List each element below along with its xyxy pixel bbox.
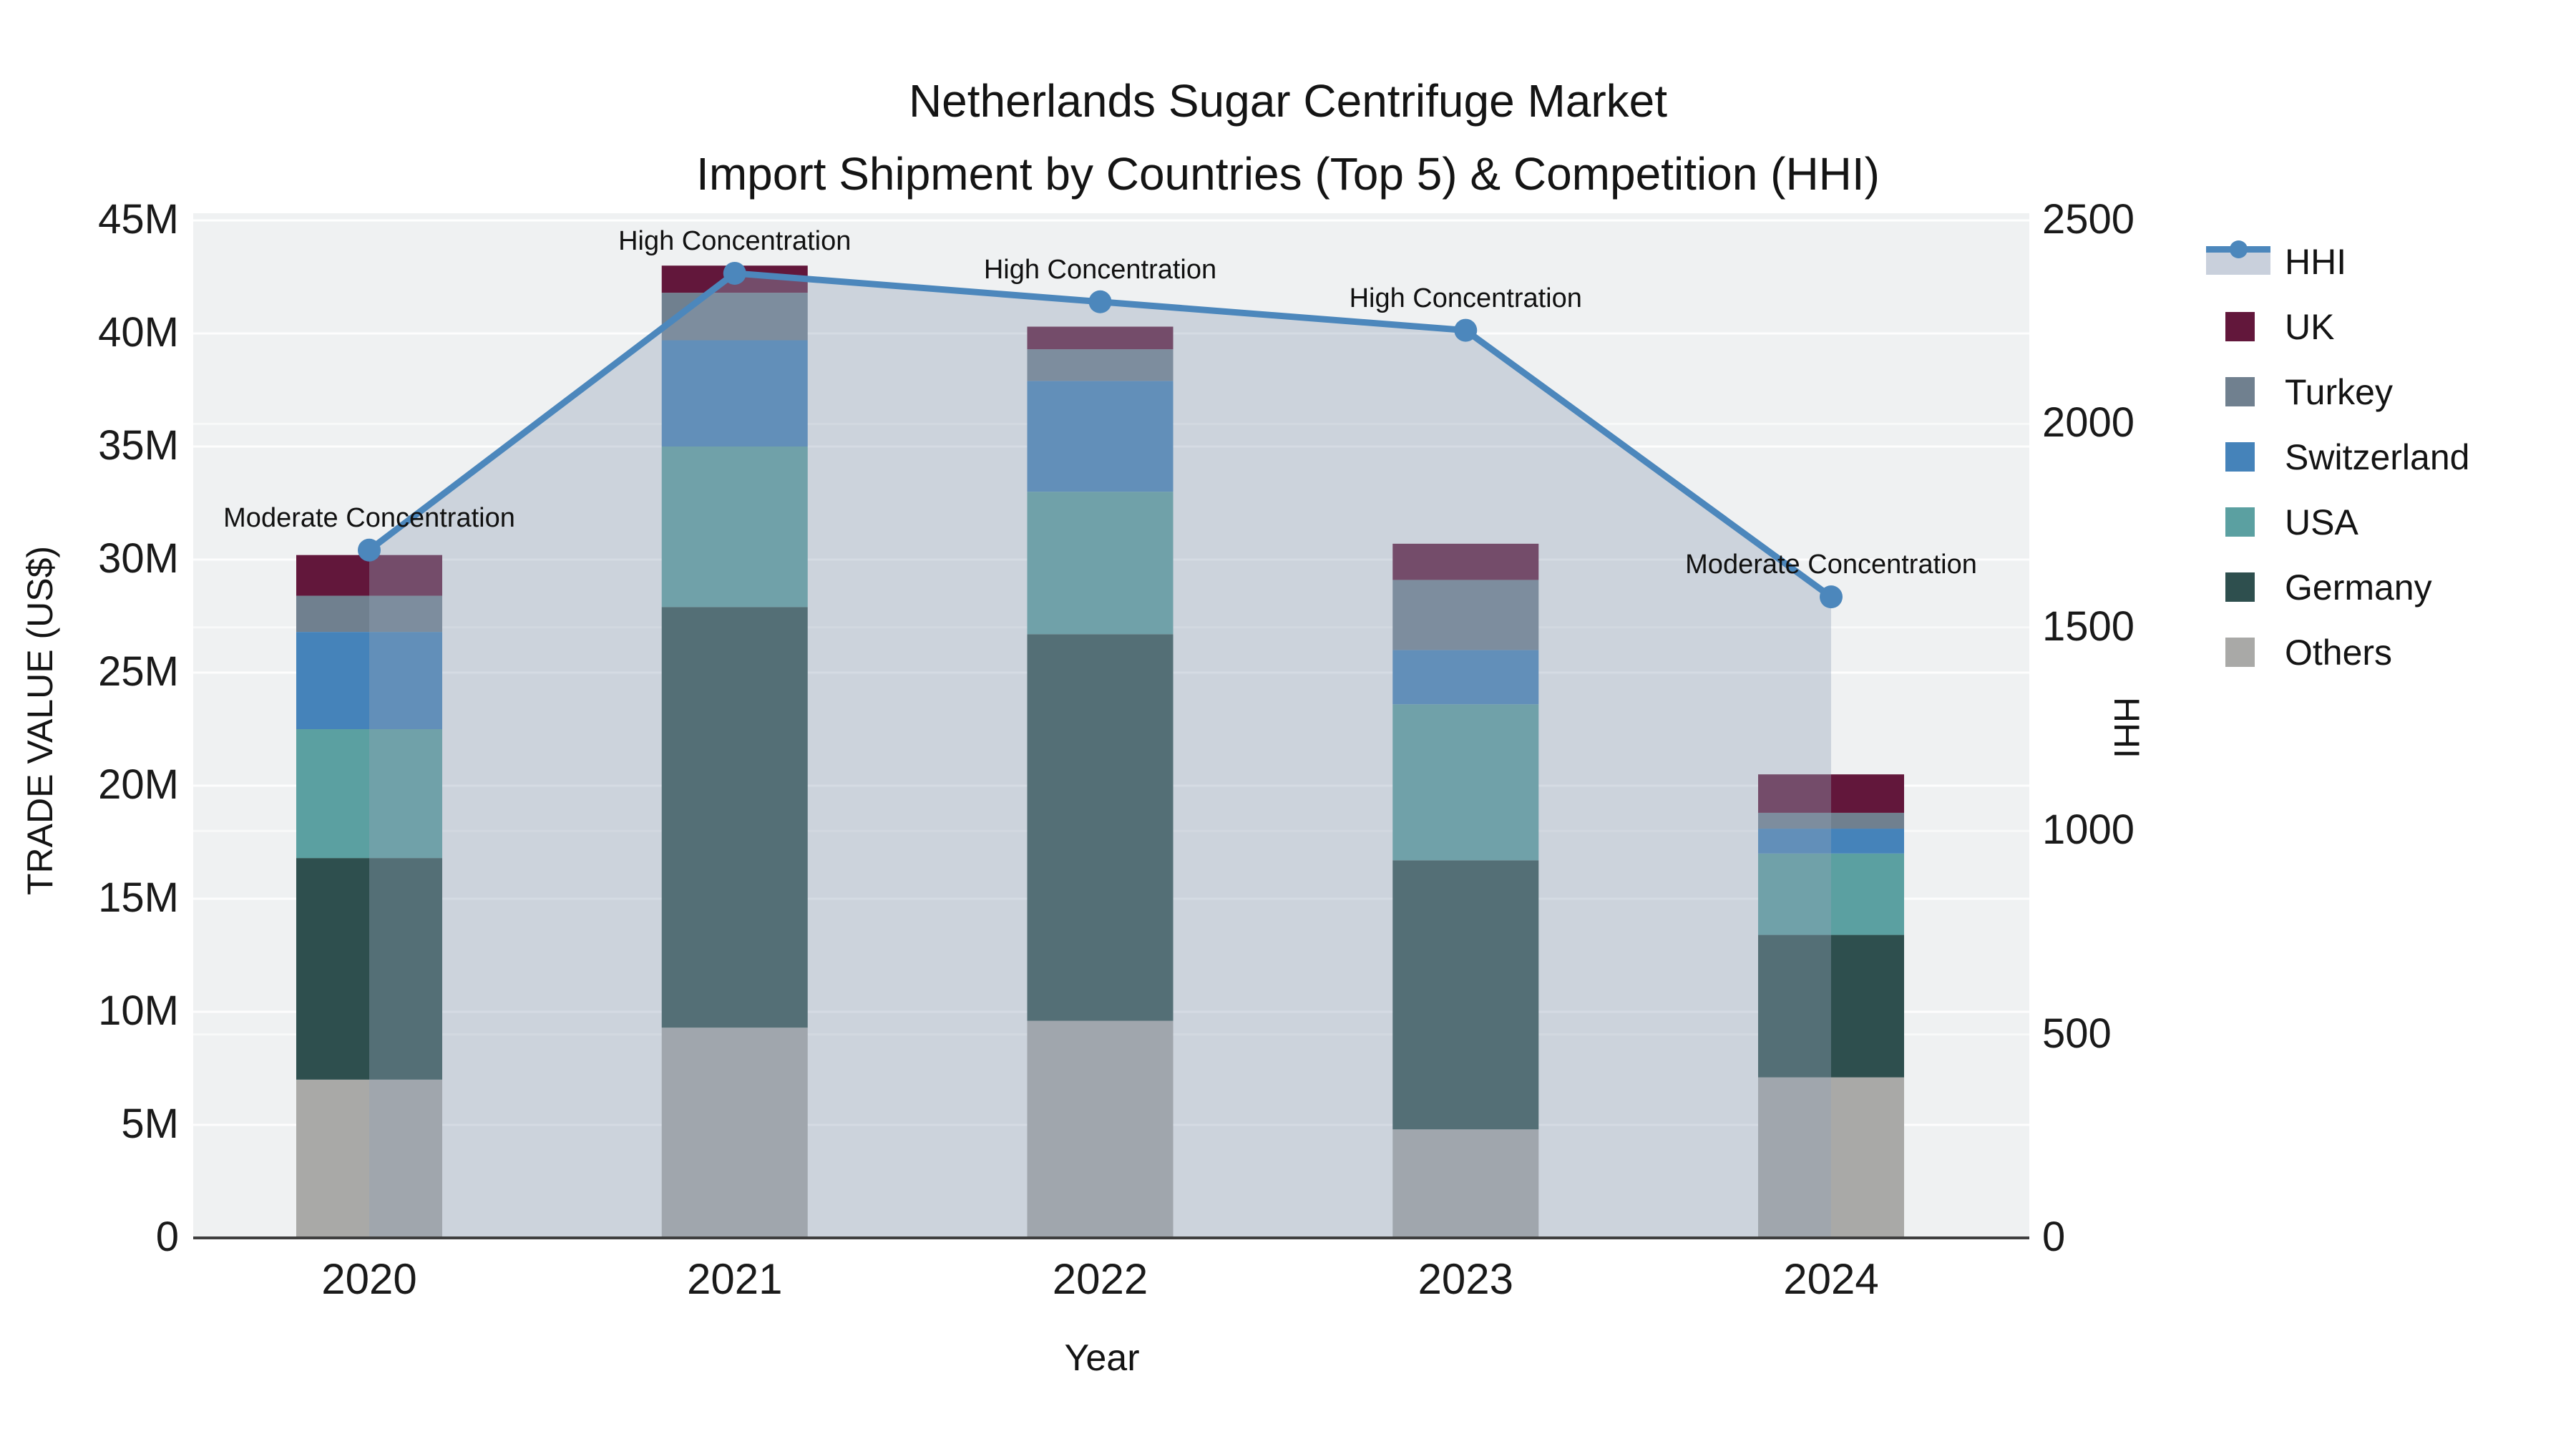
bar-segment-usa-2021[interactable] [661,447,808,608]
x-tick-2021: 2021 [687,1255,783,1303]
legend-item-uk[interactable]: UK [2206,294,2469,359]
annotation-2024: Moderate Concentration [1685,550,1977,580]
y-right-tick-1000: 1000 [2042,806,2135,854]
annotation-2023: High Concentration [1349,283,1582,313]
bar-segment-switzerland-2024[interactable] [1758,829,1904,854]
bar-segment-turkey-2024[interactable] [1758,812,1904,829]
annotation-2022: High Concentration [983,254,1217,285]
x-axis-line [193,1236,2029,1239]
bar-segment-uk-2020[interactable] [296,555,442,596]
y-left-tick-30M: 30M [98,535,179,582]
y-right-tick-0: 0 [2042,1214,2066,1260]
y-left-tick-40M: 40M [98,309,179,356]
y-right-tick-2500: 2500 [2042,196,2135,243]
bar-segment-switzerland-2020[interactable] [296,632,442,729]
bar-segment-others-2020[interactable] [296,1079,442,1238]
bar-segment-others-2022[interactable] [1027,1020,1174,1238]
y-left-tick-35M: 35M [98,422,179,469]
bar-2022[interactable] [1027,326,1174,1238]
bar-segment-usa-2024[interactable] [1758,853,1904,935]
legend: HHI UK Turkey Switzerland USA Germany Ot… [2206,229,2469,685]
bar-segment-germany-2023[interactable] [1392,860,1539,1130]
y-left-tick-25M: 25M [98,648,179,695]
legend-item-usa[interactable]: USA [2206,489,2469,555]
x-tick-2022: 2022 [1052,1255,1148,1303]
y-right-tick-500: 500 [2042,1010,2112,1057]
legend-label: Switzerland [2285,436,2470,477]
legend-item-hhi[interactable]: HHI [2206,229,2469,294]
annotation-2021: High Concentration [618,225,852,256]
turkey-swatch-icon [2225,377,2255,406]
bar-segment-switzerland-2021[interactable] [661,340,808,447]
x-tick-2023: 2023 [1418,1255,1513,1303]
hhi-line-sample-icon [2206,240,2270,275]
usa-swatch-icon [2225,507,2255,537]
legend-label: HHI [2285,241,2347,282]
bar-segment-usa-2023[interactable] [1392,704,1539,861]
legend-label: Germany [2285,567,2432,608]
x-tick-2020: 2020 [321,1255,417,1303]
bar-segment-germany-2020[interactable] [296,858,442,1080]
y-left-tick-10M: 10M [98,987,179,1034]
bar-2024[interactable] [1758,774,1904,1238]
bar-segment-uk-2023[interactable] [1392,543,1539,580]
hhi-marker-2020[interactable] [358,538,381,562]
x-axis-title: Year [1064,1337,1140,1379]
bar-segment-switzerland-2023[interactable] [1392,650,1539,705]
bar-segment-switzerland-2022[interactable] [1027,381,1174,492]
legend-item-others[interactable]: Others [2206,620,2469,685]
hhi-marker-icon [2230,240,2248,258]
chart-title-line2: Import Shipment by Countries (Top 5) & C… [696,148,1880,200]
annotation-2020: Moderate Concentration [223,502,515,533]
legend-item-turkey[interactable]: Turkey [2206,359,2469,424]
legend-label: UK [2285,306,2335,347]
y-left-tick-0: 0 [155,1214,179,1260]
hhi-line-series [358,261,1843,609]
legend-label: Turkey [2285,371,2393,412]
uk-swatch-icon [2225,312,2255,341]
y-left-tick-15M: 15M [98,874,179,921]
chart-title-line1: Netherlands Sugar Centrifuge Market [908,75,1668,127]
germany-swatch-icon [2225,572,2255,602]
y-right-tick-1500: 1500 [2042,602,2135,650]
y-left-tick-20M: 20M [98,761,179,808]
bar-segment-others-2024[interactable] [1758,1077,1904,1238]
hhi-marker-2022[interactable] [1088,290,1112,313]
bar-2020[interactable] [296,555,442,1238]
bar-segment-turkey-2021[interactable] [661,293,808,341]
legend-item-germany[interactable]: Germany [2206,555,2469,620]
bar-2021[interactable] [661,265,808,1238]
switzerland-swatch-icon [2225,442,2255,472]
hhi-area-fill [369,273,1831,1239]
others-swatch-icon [2225,638,2255,667]
y-left-tick-45M: 45M [98,196,179,243]
y-left-tick-5M: 5M [121,1101,179,1147]
bar-segment-usa-2022[interactable] [1027,492,1174,635]
bar-segment-turkey-2020[interactable] [296,595,442,633]
bar-segment-usa-2020[interactable] [296,729,442,859]
hhi-marker-2024[interactable] [1820,585,1843,609]
hhi-marker-2023[interactable] [1454,318,1478,342]
y-axis-left-title: TRADE VALUE (US$) [20,545,60,896]
x-tick-2024: 2024 [1783,1255,1879,1303]
bar-2023[interactable] [1392,543,1539,1238]
bar-segment-others-2023[interactable] [1392,1129,1539,1238]
bar-segment-turkey-2022[interactable] [1027,349,1174,381]
bar-segment-germany-2022[interactable] [1027,634,1174,1021]
hhi-marker-2021[interactable] [723,261,746,285]
bar-segment-germany-2024[interactable] [1758,935,1904,1078]
bar-segment-others-2021[interactable] [661,1028,808,1238]
bar-segment-germany-2021[interactable] [661,607,808,1028]
stacked-bars [296,265,1904,1238]
legend-label: USA [2285,502,2358,542]
plot-area [193,219,2029,1239]
legend-item-switzerland[interactable]: Switzerland [2206,424,2469,489]
bar-segment-uk-2022[interactable] [1027,326,1174,350]
bar-segment-uk-2024[interactable] [1758,774,1904,813]
y-right-tick-2000: 2000 [2042,399,2135,447]
bar-segment-turkey-2023[interactable] [1392,580,1539,650]
y-axis-right-title: HHI [2107,696,2147,759]
legend-label: Others [2285,632,2393,673]
